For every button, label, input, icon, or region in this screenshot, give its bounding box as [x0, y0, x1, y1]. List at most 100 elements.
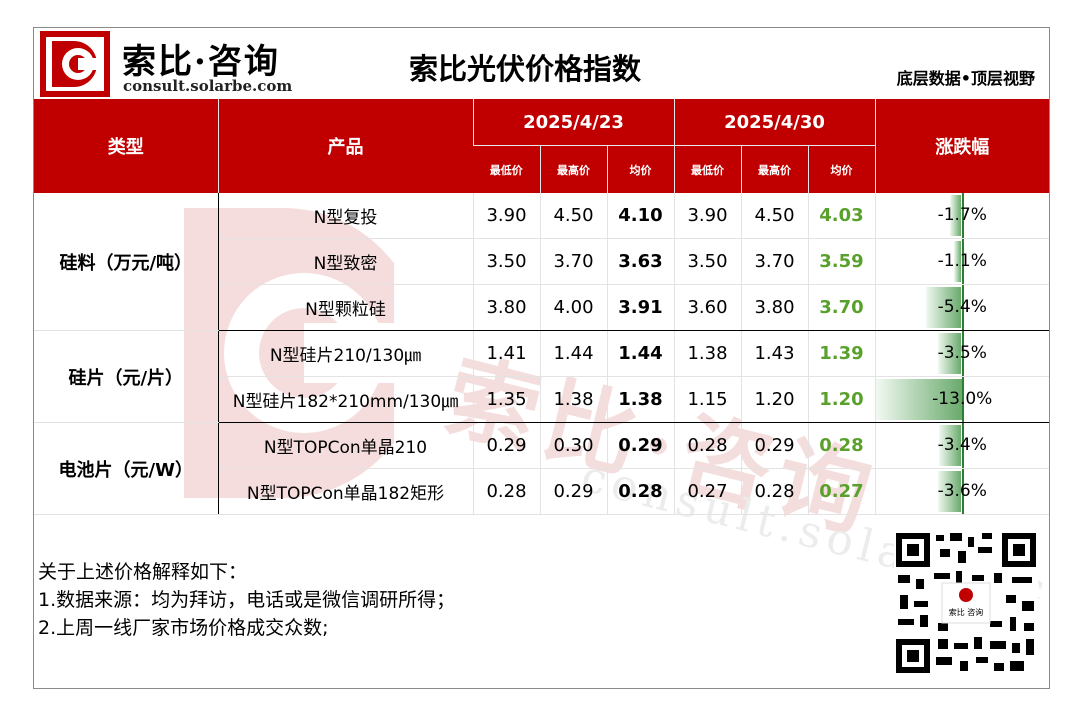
header-change: 涨跌幅 [874, 99, 1049, 193]
product-cell: N型硅片210/130㎛ [217, 330, 473, 377]
avg-price-cell: 1.44 [606, 330, 674, 377]
max-price-cell: 3.70 [539, 238, 607, 285]
avg-price-cell: 0.29 [606, 422, 674, 469]
max-price-cell: 0.29 [539, 468, 607, 515]
change-bar [925, 287, 962, 328]
max-price-cell: 4.50 [740, 193, 808, 239]
change-axis [961, 377, 964, 422]
table-row: 硅片（元/片） N型硅片210/130㎛ 1.41 1.44 1.44 1.38 1.43 1… [34, 330, 1049, 423]
category-cell: 硅料（万元/吨） [34, 193, 219, 331]
qr-label: 索比 咨询 [949, 607, 984, 617]
change-bar [876, 379, 962, 420]
table-row: 硅料（万元/吨） N型复投 3.90 4.50 4.10 3.90 4.50 4.03 -1.7… [34, 193, 1049, 331]
change-bar [954, 241, 962, 282]
min-price-cell: 0.27 [673, 468, 741, 515]
price-table: 类型 产品 2025/4/23 2025/4/30 涨跌幅 最低价 最高价 均价… [34, 99, 1049, 515]
max-price-cell: 1.20 [740, 376, 808, 423]
change-axis [961, 331, 964, 376]
subheader-min: 最低价 [673, 145, 741, 193]
header-product: 产品 [217, 99, 473, 193]
change-cell: -3.5% [874, 330, 1049, 377]
min-price-cell: 0.28 [472, 468, 540, 515]
category-cell: 硅片（元/片） [34, 330, 219, 423]
slogan: 底层数据•顶层视野 [896, 69, 1035, 88]
table-row: N型TOPCon单晶182矩形 0.28 0.29 0.28 0.27 0.28 0.27-… [34, 468, 1049, 515]
header-date-2: 2025/4/30 [673, 99, 875, 146]
min-price-cell: 3.50 [472, 238, 540, 285]
product-cell: N型硅片182*210mm/130㎛ [217, 376, 473, 423]
notes-item: 2.上周一线厂家市场价格成交众数; [38, 617, 329, 639]
max-price-cell: 1.43 [740, 330, 808, 377]
max-price-cell: 3.80 [740, 284, 808, 331]
subheader-avg: 均价 [807, 145, 875, 193]
max-price-cell: 4.00 [539, 284, 607, 331]
change-label: -1.7% [937, 205, 987, 225]
page-title: 索比光伏价格指数 [409, 52, 642, 86]
notes: 关于上述价格解释如下： 1.数据来源：均为拜访，电话或是微信调研所得； 2.上周… [38, 558, 455, 642]
change-cell: -3.6% [874, 468, 1049, 515]
change-axis [961, 423, 964, 468]
avg-price-cell: 0.27 [807, 468, 875, 515]
change-label: -3.5% [937, 343, 987, 363]
avg-price-cell: 0.28 [606, 468, 674, 515]
max-price-cell: 0.29 [740, 422, 808, 469]
subheader-max: 最高价 [539, 145, 607, 193]
subheader-max: 最高价 [740, 145, 808, 193]
change-bar [950, 195, 962, 236]
table-row: N型硅片182*210mm/130㎛ 1.35 1.38 1.38 1.15 1.20 1.… [34, 376, 1049, 423]
avg-price-cell: 1.38 [606, 376, 674, 423]
change-bar [939, 425, 962, 466]
change-bar [937, 471, 962, 512]
avg-price-cell: 1.39 [807, 330, 875, 377]
brand-name-en: consult.solarbe.com [123, 77, 293, 95]
min-price-cell: 3.90 [673, 193, 741, 239]
report-card: 索比·咨询 consult.solarbe.com 索比光伏价格指数 底层数据•… [33, 27, 1050, 689]
change-axis [961, 193, 964, 238]
notes-heading: 关于上述价格解释如下： [38, 561, 248, 583]
product-cell: N型颗粒硅 [217, 284, 473, 331]
table-row: 电池片（元/W） N型TOPCon单晶210 0.29 0.30 0.29 0.28 0.2… [34, 422, 1049, 515]
avg-price-cell: 4.10 [606, 193, 674, 239]
change-cell: -1.7% [874, 193, 1049, 239]
product-cell: N型复投 [217, 193, 473, 239]
change-label: -13.0% [932, 389, 993, 409]
change-cell: -1.1% [874, 238, 1049, 285]
avg-price-cell: 1.20 [807, 376, 875, 423]
avg-price-cell: 3.59 [807, 238, 875, 285]
max-price-cell: 1.38 [539, 376, 607, 423]
change-label: -1.1% [937, 251, 987, 271]
avg-price-cell: 3.70 [807, 284, 875, 331]
min-price-cell: 3.90 [472, 193, 540, 239]
header-category: 类型 [34, 99, 218, 193]
avg-price-cell: 3.63 [606, 238, 674, 285]
table-row: N型颗粒硅 3.80 4.00 3.91 3.60 3.80 3.70 -5.4% [34, 284, 1049, 331]
product-cell: N型TOPCon单晶182矩形 [217, 468, 473, 515]
subheader-min: 最低价 [473, 145, 540, 193]
header-date-1: 2025/4/23 [472, 99, 674, 146]
avg-price-cell: 3.91 [606, 284, 674, 331]
avg-price-cell: 0.28 [807, 422, 875, 469]
notes-item: 1.数据来源：均为拜访，电话或是微信调研所得； [38, 589, 456, 611]
category-cell: 电池片（元/W） [34, 422, 219, 515]
min-price-cell: 1.41 [472, 330, 540, 377]
max-price-cell: 0.30 [539, 422, 607, 469]
change-label: -3.4% [937, 435, 987, 455]
subheader-avg: 均价 [606, 145, 674, 193]
max-price-cell: 1.44 [539, 330, 607, 377]
change-label: -3.6% [937, 481, 987, 501]
price-table-body: 硅料（万元/吨） N型复投 3.90 4.50 4.10 3.90 4.50 4.03 -1.7… [34, 193, 1049, 515]
min-price-cell: 1.38 [673, 330, 741, 377]
max-price-cell: 4.50 [539, 193, 607, 239]
change-cell: -3.4% [874, 422, 1049, 469]
change-bar [938, 333, 962, 374]
max-price-cell: 0.28 [740, 468, 808, 515]
change-label: -5.4% [937, 297, 987, 317]
change-cell: -13.0% [874, 376, 1049, 423]
brand-name-cn: 索比·咨询 [122, 42, 280, 82]
min-price-cell: 0.28 [673, 422, 741, 469]
change-cell: -5.4% [874, 284, 1049, 331]
product-cell: N型TOPCon单晶210 [217, 422, 473, 469]
table-row: N型致密 3.50 3.70 3.63 3.50 3.70 3.59 -1.1% [34, 238, 1049, 285]
change-axis [961, 469, 964, 514]
change-axis [961, 285, 964, 330]
